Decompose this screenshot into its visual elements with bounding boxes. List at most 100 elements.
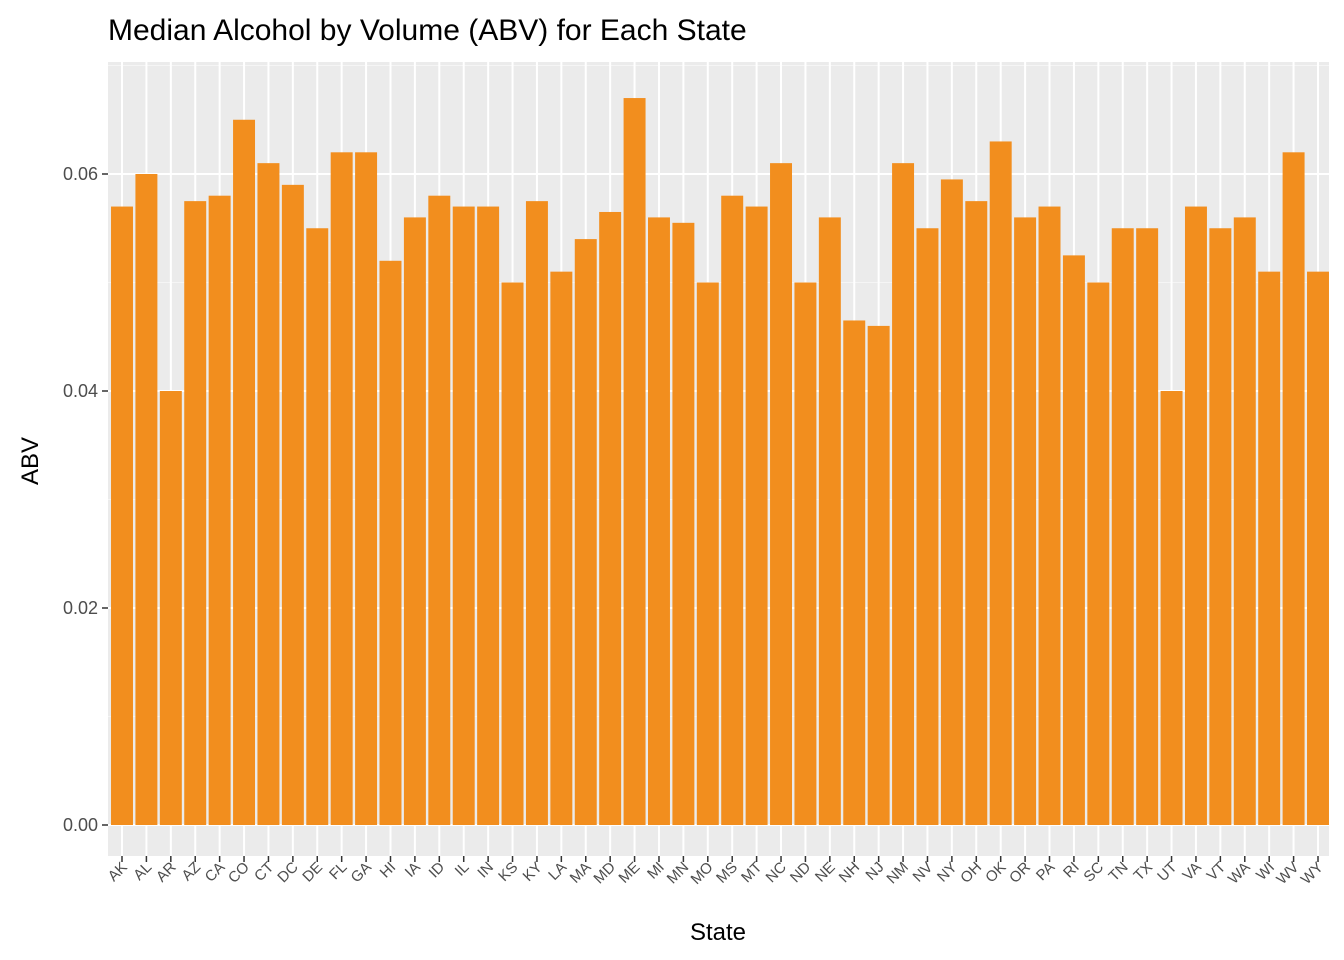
bar-oh: [965, 201, 988, 825]
bar-ok: [989, 141, 1012, 825]
bar-fl: [330, 152, 353, 826]
bar-wy: [1307, 271, 1329, 825]
bar-ga: [355, 152, 378, 826]
x-tick-label: TN: [1105, 859, 1131, 885]
x-tick-label: KS: [495, 859, 521, 885]
x-tick-label: MT: [738, 859, 765, 886]
bar-nd: [794, 282, 817, 825]
x-tick-label: TX: [1130, 859, 1156, 885]
y-tick-label: 0.02: [63, 598, 98, 618]
bar-az: [184, 201, 207, 825]
bar-co: [233, 119, 256, 825]
x-tick-label: KY: [520, 859, 546, 885]
x-axis-title: State: [690, 919, 746, 946]
bar-ri: [1062, 255, 1085, 825]
bar-ia: [403, 217, 426, 825]
x-tick-label: WA: [1225, 859, 1254, 888]
x-tick-label: IA: [402, 859, 424, 881]
chart-title: Median Alcohol by Volume (ABV) for Each …: [108, 14, 747, 47]
bar-wi: [1258, 271, 1281, 825]
bar-al: [135, 174, 158, 825]
x-tick-label: CT: [251, 859, 277, 885]
bar-in: [477, 206, 500, 826]
bar-ut: [1160, 391, 1183, 825]
bar-id: [428, 195, 451, 825]
x-tick-label: AL: [130, 859, 155, 884]
bar-wa: [1233, 217, 1256, 825]
x-tick-label: MA: [567, 859, 595, 887]
x-tick-label: AK: [105, 859, 131, 885]
x-tick-label: NV: [910, 859, 937, 886]
bar-la: [550, 271, 573, 825]
x-tick-label: WV: [1273, 859, 1302, 888]
x-tick-label: MS: [713, 859, 741, 887]
bar-ar: [159, 391, 182, 825]
bar-mn: [672, 222, 695, 825]
bar-me: [623, 98, 646, 826]
x-tick-label: NM: [883, 859, 912, 888]
x-tick-label: AZ: [178, 859, 204, 885]
bar-nj: [867, 325, 890, 825]
x-tick-label: OK: [982, 859, 1009, 886]
x-tick-label: OR: [1006, 859, 1034, 887]
x-tick-label: DE: [299, 859, 326, 886]
x-tick-label: UT: [1154, 859, 1180, 885]
bar-ca: [208, 195, 231, 825]
bar-tn: [1111, 228, 1134, 825]
bar-mi: [647, 217, 670, 825]
x-tick-label: NC: [763, 859, 790, 886]
x-tick-label: MN: [664, 859, 693, 888]
y-axis-title: ABV: [17, 437, 44, 485]
x-tick-label: LA: [545, 859, 570, 884]
x-tick-label: VA: [1179, 859, 1204, 884]
bar-ny: [940, 179, 963, 826]
x-tick-label: HI: [377, 859, 400, 882]
bar-vt: [1209, 228, 1232, 825]
bar-ky: [525, 201, 548, 825]
bar-ms: [721, 195, 744, 825]
bar-nv: [916, 228, 939, 825]
bar-mo: [696, 282, 719, 825]
x-tick-label: MI: [644, 859, 668, 883]
x-tick-label: NJ: [862, 859, 887, 884]
x-tick-label: AR: [153, 859, 180, 886]
x-tick-label: FL: [326, 859, 350, 883]
x-tick-label: WI: [1253, 859, 1278, 884]
x-tick-label: ID: [426, 859, 449, 882]
x-tick-label: NE: [812, 859, 839, 886]
x-tick-label: PA: [1033, 859, 1058, 884]
bar-wv: [1282, 152, 1305, 826]
x-tick-label: VT: [1204, 859, 1230, 885]
x-tick-label: SC: [1080, 859, 1107, 886]
x-tick-label: CO: [225, 859, 253, 887]
x-tick-label: ME: [615, 859, 643, 887]
bars-group: [111, 98, 1329, 826]
x-tick-label: NH: [836, 859, 863, 886]
x-tick-label: MO: [688, 859, 717, 888]
bar-nh: [843, 320, 866, 825]
bar-tx: [1136, 228, 1159, 825]
bar-hi: [379, 260, 402, 825]
x-tick-label: MD: [590, 859, 619, 888]
bar-pa: [1038, 206, 1061, 826]
x-tick-label: CA: [202, 859, 229, 886]
y-tick-label: 0.00: [63, 815, 98, 835]
x-tick-label: DC: [274, 859, 301, 886]
bar-il: [452, 206, 475, 826]
y-tick-label: 0.04: [63, 381, 98, 401]
x-tick-label: NY: [934, 859, 961, 886]
y-axis: 0.00 0.02 0.04 0.06: [63, 164, 108, 835]
bar-va: [1184, 206, 1207, 826]
bar-md: [599, 211, 622, 826]
x-tick-label: GA: [348, 859, 375, 886]
bar-nc: [770, 163, 793, 825]
x-tick-label: OH: [957, 859, 985, 887]
bar-ak: [111, 206, 133, 826]
bar-sc: [1087, 282, 1110, 825]
bar-ma: [574, 239, 597, 826]
bar-ks: [501, 282, 524, 825]
x-tick-label: IL: [452, 859, 473, 880]
bar-ne: [818, 217, 841, 825]
